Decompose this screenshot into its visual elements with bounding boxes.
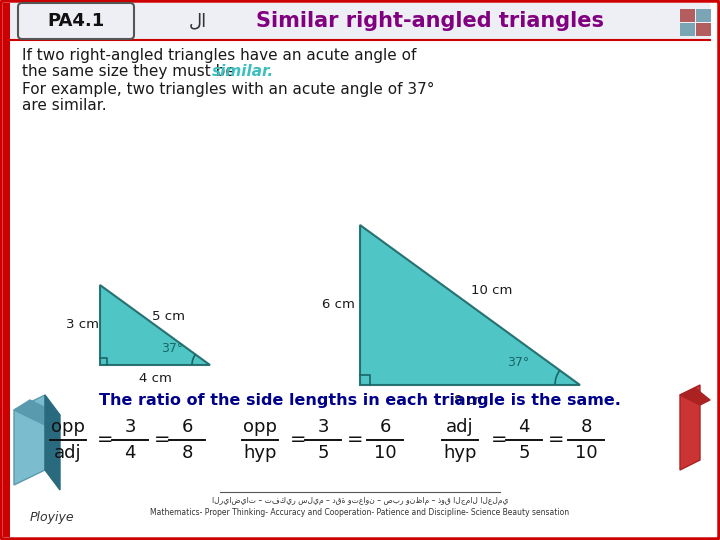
Text: =: =: [491, 430, 508, 449]
Text: If two right-angled triangles have an acute angle of: If two right-angled triangles have an ac…: [22, 48, 416, 63]
Text: =: =: [548, 430, 564, 449]
Text: =: =: [289, 430, 306, 449]
Bar: [3, 3, 10, 537]
Text: hyp: hyp: [243, 444, 276, 462]
Text: 4 cm: 4 cm: [138, 373, 171, 386]
Text: are similar.: are similar.: [22, 98, 107, 113]
Text: 10: 10: [374, 444, 396, 462]
Polygon shape: [45, 395, 60, 490]
Text: 10 cm: 10 cm: [472, 285, 513, 298]
Text: 5: 5: [518, 444, 530, 462]
Bar: [680, 9, 695, 22]
Text: 3 cm: 3 cm: [66, 319, 99, 332]
Text: PA4.1: PA4.1: [48, 12, 104, 30]
Text: 8: 8: [181, 444, 193, 462]
Text: =: =: [154, 430, 170, 449]
Text: الرياضيات – تفكير سليم – دقة وتعاون – صبر ونظام – ذوق الجمال العلمي: الرياضيات – تفكير سليم – دقة وتعاون – صب…: [212, 496, 508, 505]
Text: similar.: similar.: [212, 64, 274, 79]
Bar: [696, 9, 711, 22]
Bar: [680, 23, 695, 36]
Text: Similar right-angled triangles: Similar right-angled triangles: [256, 11, 604, 31]
Text: 4: 4: [518, 418, 530, 436]
Text: the same size they must be: the same size they must be: [22, 64, 240, 79]
Text: 10: 10: [575, 444, 598, 462]
Bar: [696, 23, 711, 36]
Text: opp: opp: [51, 418, 85, 436]
Polygon shape: [360, 225, 580, 385]
Text: Ployiye: Ployiye: [30, 511, 75, 524]
Text: adj: adj: [446, 418, 474, 436]
Text: 8 cm: 8 cm: [454, 395, 487, 408]
Text: لا: لا: [189, 12, 207, 30]
Text: adj: adj: [54, 444, 82, 462]
Polygon shape: [14, 395, 45, 485]
Text: 4: 4: [125, 444, 136, 462]
Polygon shape: [680, 388, 710, 405]
Text: 5 cm: 5 cm: [153, 310, 186, 323]
Text: 37°: 37°: [161, 342, 183, 355]
Text: hyp: hyp: [444, 444, 477, 462]
Text: 6: 6: [379, 418, 391, 436]
Text: 6 cm: 6 cm: [322, 299, 354, 312]
Text: opp: opp: [243, 418, 277, 436]
Polygon shape: [14, 400, 60, 425]
Text: =: =: [347, 430, 364, 449]
Text: =: =: [96, 430, 113, 449]
Text: 37°: 37°: [507, 356, 529, 369]
Text: 3: 3: [318, 418, 329, 436]
Text: 8: 8: [580, 418, 592, 436]
Polygon shape: [680, 385, 700, 470]
Text: Mathematics- Proper Thinking- Accuracy and Cooperation- Patience and Discipline-: Mathematics- Proper Thinking- Accuracy a…: [150, 508, 570, 517]
Polygon shape: [100, 285, 210, 365]
Bar: [10, 3, 710, 40]
FancyBboxPatch shape: [18, 3, 134, 39]
Text: For example, two triangles with an acute angle of 37°: For example, two triangles with an acute…: [22, 82, 434, 97]
Text: The ratio of the side lengths in each triangle is the same.: The ratio of the side lengths in each tr…: [99, 393, 621, 408]
Text: 5: 5: [318, 444, 329, 462]
Text: 6: 6: [181, 418, 193, 436]
Text: 3: 3: [125, 418, 136, 436]
